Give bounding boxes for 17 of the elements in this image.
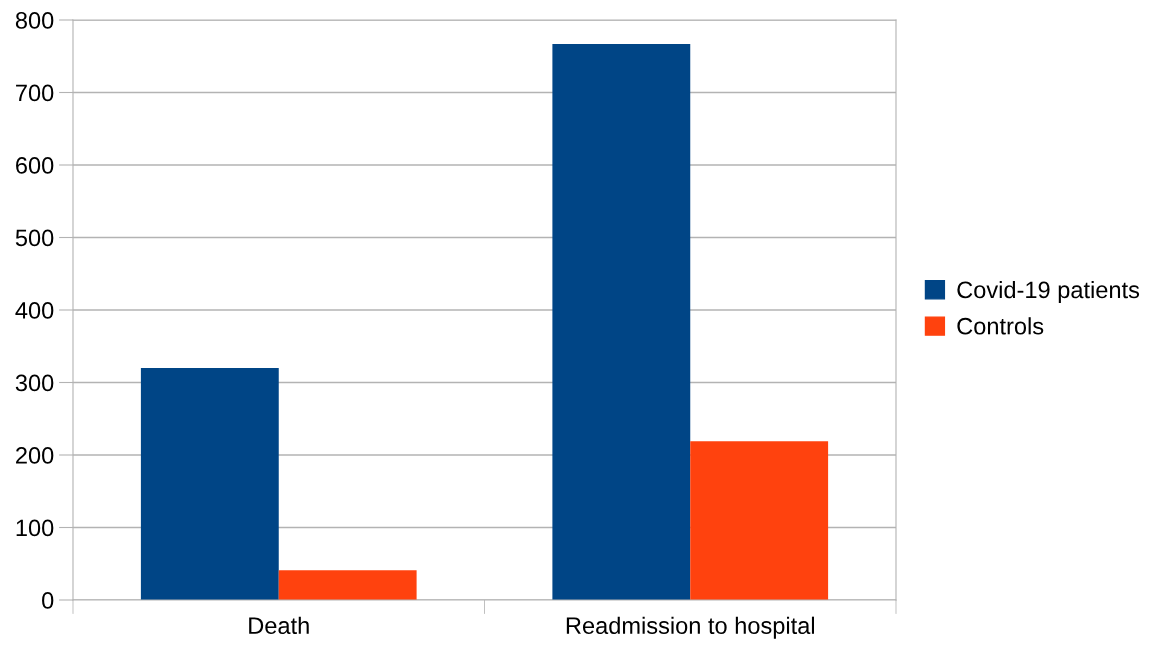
bar bbox=[278, 570, 417, 600]
legend-label: Controls bbox=[957, 317, 1044, 335]
y-tick-label: 0 bbox=[42, 592, 54, 609]
x-tick-label: Death bbox=[249, 616, 309, 635]
y-tick-label: 300 bbox=[15, 374, 54, 392]
y-tick-label: 800 bbox=[15, 12, 54, 29]
legend-label: Covid-19 patients bbox=[957, 280, 1140, 303]
y-tick-label: 700 bbox=[16, 84, 54, 102]
y-tick-label: 500 bbox=[15, 229, 54, 247]
bar bbox=[140, 368, 279, 600]
bar bbox=[690, 441, 829, 600]
y-tick-label: 200 bbox=[16, 447, 54, 464]
y-tick-label: 400 bbox=[15, 302, 54, 319]
y-tick-label: 100 bbox=[16, 519, 54, 537]
y-tick-label: 600 bbox=[16, 157, 54, 174]
x-tick-label: Readmission to hospital bbox=[566, 616, 815, 639]
bar bbox=[552, 43, 691, 600]
